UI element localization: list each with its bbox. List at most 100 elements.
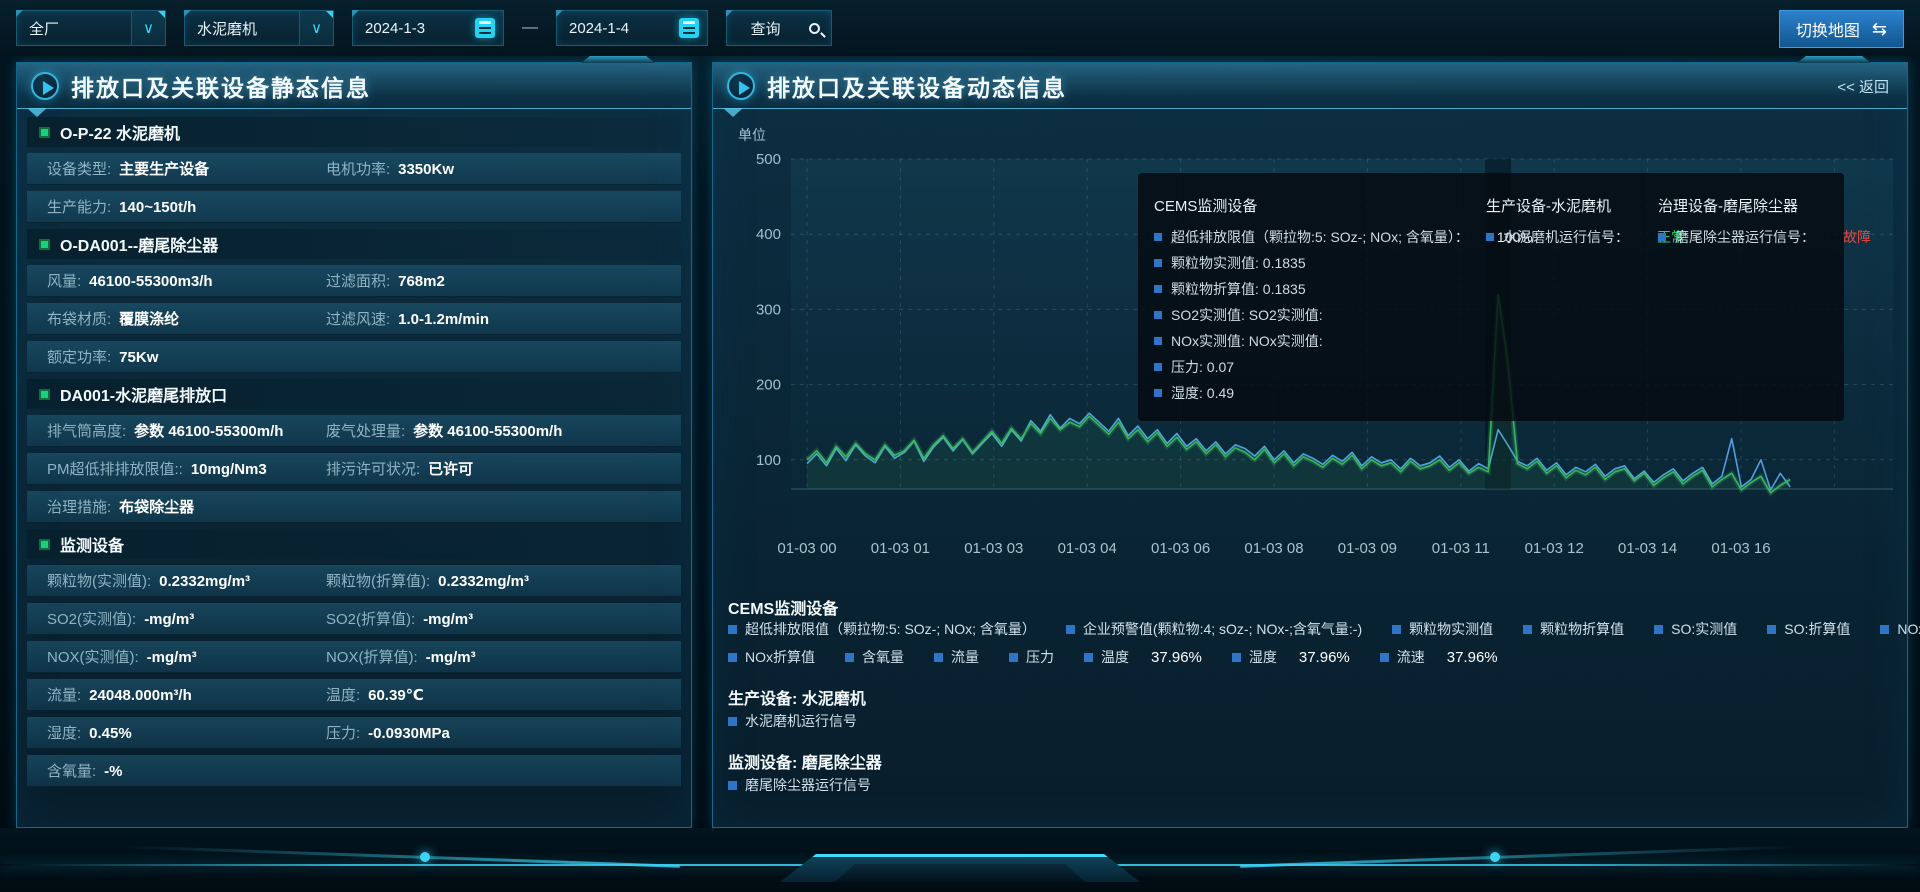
tooltip-column: 生产设备-水泥磨机 水泥磨机运行信号： 正常	[1486, 173, 1685, 250]
field-value: 主要生产设备	[119, 161, 210, 178]
legend-item[interactable]: 压力	[1009, 647, 1054, 667]
legend-item-label: 压力	[1026, 649, 1054, 665]
legend-item[interactable]: 温度 37.96%	[1084, 647, 1202, 667]
section-row: O-DA001--磨尾除尘器	[27, 229, 681, 259]
legend-item-label: SO:折算值	[1784, 621, 1851, 637]
table-row: 含氧量: -%	[27, 755, 681, 787]
field-value: 覆膜涤纶	[119, 311, 180, 328]
end-date-input[interactable]: 2024-1-4	[556, 10, 708, 46]
field: 排污许可状况: 已许可	[326, 458, 473, 479]
table-row: 流量: 24048.000m³/h 温度: 60.39℃	[27, 679, 681, 711]
device-select[interactable]: 水泥磨机 ∨	[184, 10, 334, 46]
chevron-down-icon: ∨	[299, 11, 333, 45]
legend-group-monitor-title: 监测设备: 磨尾除尘器	[728, 755, 882, 772]
tooltip-column-title: CEMS监测设备	[1154, 198, 1258, 215]
table-row: 治理措施: 布袋除尘器	[27, 491, 681, 523]
blue-square-icon	[728, 780, 737, 790]
static-info-header: 排放口及关联设备静态信息	[17, 63, 691, 117]
panel-corner-decoration	[581, 56, 655, 63]
start-date-input[interactable]: 2024-1-3	[352, 10, 504, 46]
field-label: 废气处理量:	[325, 423, 406, 440]
legend-item[interactable]: SO:实测值	[1654, 619, 1737, 639]
tooltip-item-value: 100%	[1496, 229, 1533, 245]
tooltip-item: 超低排放限值（颗拉物:5: SOz-; NOx; 含氧量）： 100%	[1154, 224, 1533, 250]
tooltip-item: 磨尾除尘器运行信号： 故障	[1658, 224, 1871, 250]
legend-item-label: 颗粒物折算值	[1540, 621, 1625, 637]
field-value: -0.0930MPa	[368, 725, 450, 742]
field-label: 过滤风速:	[325, 311, 391, 328]
blue-square-icon	[728, 624, 737, 634]
blue-square-icon	[1154, 311, 1162, 319]
play-icon	[727, 71, 755, 100]
field: 湿度: 0.45%	[47, 722, 326, 743]
field-label: 压力:	[325, 725, 361, 742]
tooltip-item-label: 颗粒物折算值: 0.1835	[1171, 281, 1306, 297]
legend-item[interactable]: 企业预警值(颗粒物:4; sOz-; NOx-;含氧气量:-)	[1065, 619, 1363, 639]
plant-select[interactable]: 全厂 ∨	[16, 10, 166, 46]
tooltip-item: 湿度: 0.49	[1154, 380, 1533, 406]
query-button[interactable]: 查询	[726, 10, 832, 46]
blue-square-icon	[1654, 624, 1664, 634]
blue-square-icon	[1658, 233, 1666, 241]
tooltip-item-label: 磨尾除尘器运行信号：	[1675, 229, 1815, 245]
tooltip-item: SO2实测值: SO2实测值:	[1154, 302, 1533, 328]
field-value: -mg/m³	[425, 649, 476, 666]
legend-item[interactable]: 颗粒物实测值	[1392, 619, 1493, 639]
field-value: 1.0-1.2m/min	[398, 311, 489, 328]
legend-item[interactable]: 颗粒物折算值	[1523, 619, 1624, 639]
legend-item[interactable]: NOx实测值	[1880, 619, 1920, 639]
green-square-icon	[39, 126, 50, 138]
svg-text:01-03 04: 01-03 04	[1058, 540, 1117, 557]
legend-item-value: 37.96%	[1446, 648, 1498, 666]
legend-item-label: 流量	[951, 649, 979, 665]
legend-item-label: 含氧量	[862, 649, 904, 665]
device-select-value: 水泥磨机	[197, 20, 258, 38]
legend-item[interactable]: 水泥磨机运行信号	[728, 711, 857, 731]
svg-text:01-03 11: 01-03 11	[1432, 540, 1490, 557]
table-row: 风量: 46100-55300m3/h 过滤面积: 768m2	[27, 265, 681, 297]
field: SO2(实测值): -mg/m³	[47, 608, 326, 629]
field-label: 风量:	[47, 273, 82, 290]
blue-square-icon	[1379, 652, 1389, 662]
legend-item[interactable]: 湿度 37.96%	[1231, 647, 1350, 667]
field: 颗粒物(折算值): 0.2332mg/m³	[326, 570, 529, 591]
field-value: 75Kw	[119, 349, 159, 366]
legend-item[interactable]: 磨尾除尘器运行信号	[728, 775, 871, 795]
field-label: 含氧量:	[47, 763, 97, 780]
field: 废气处理量: 参数 46100-55300m/h	[326, 420, 562, 441]
legend-item-label: 企业预警值(颗粒物:4; sOz-; NOx-;含氧气量:-)	[1082, 621, 1363, 637]
field-value: -mg/m³	[423, 611, 474, 628]
legend-item[interactable]: 超低排放限值（颗拉物:5: SOz-; NOx; 含氧量）	[728, 619, 1036, 639]
tooltip-item-label: 超低排放限值（颗拉物:5: SOz-; NOx; 含氧量）：	[1171, 229, 1469, 245]
switch-map-button[interactable]: 切换地图 ⇆	[1778, 10, 1904, 48]
field-label: SO2(实测值):	[47, 611, 137, 628]
field: 过滤面积: 768m2	[326, 270, 445, 291]
tooltip-item: 颗粒物实测值: 0.1835	[1154, 250, 1533, 276]
field-value: 3350Kw	[398, 161, 454, 178]
field-value: 0.2332mg/m³	[438, 573, 530, 590]
legend-item[interactable]: 流量	[934, 647, 979, 667]
field-value: 46100-55300m3/h	[89, 273, 213, 290]
start-date-value: 2024-1-3	[365, 19, 426, 37]
end-date-value: 2024-1-4	[569, 19, 630, 37]
field-value: 参数 46100-55300m/h	[413, 423, 563, 440]
legend-item[interactable]: NOx折算值	[728, 647, 815, 667]
svg-text:01-03 16: 01-03 16	[1711, 540, 1770, 557]
legend-item[interactable]: 含氧量	[845, 647, 904, 667]
back-link[interactable]: << 返回	[1837, 79, 1889, 96]
tooltip-item: 压力: 0.07	[1154, 354, 1533, 380]
field: 额定功率: 75Kw	[47, 346, 326, 367]
page-title: 排放口及关联设备动态信息	[767, 74, 1067, 101]
field: 颗粒物(实测值): 0.2332mg/m³	[47, 570, 326, 591]
svg-text:01-03 06: 01-03 06	[1151, 540, 1210, 557]
field-label: 排污许可状况:	[325, 461, 421, 478]
legend-item[interactable]: 流速 37.96%	[1379, 647, 1498, 667]
field-label: 生产能力:	[47, 199, 112, 216]
tooltip-item-value: 故障	[1843, 229, 1871, 245]
table-row: PM超低排排放限值:: 10mg/Nm3 排污许可状况: 已许可	[27, 453, 681, 485]
legend-item[interactable]: SO:折算值	[1767, 619, 1850, 639]
tooltip-item-label: 压力: 0.07	[1171, 359, 1235, 375]
field-value: -%	[104, 763, 123, 780]
table-row: 排气筒高度: 参数 46100-55300m/h 废气处理量: 参数 46100-55…	[27, 415, 681, 447]
table-row: 湿度: 0.45% 压力: -0.0930MPa	[27, 717, 681, 749]
